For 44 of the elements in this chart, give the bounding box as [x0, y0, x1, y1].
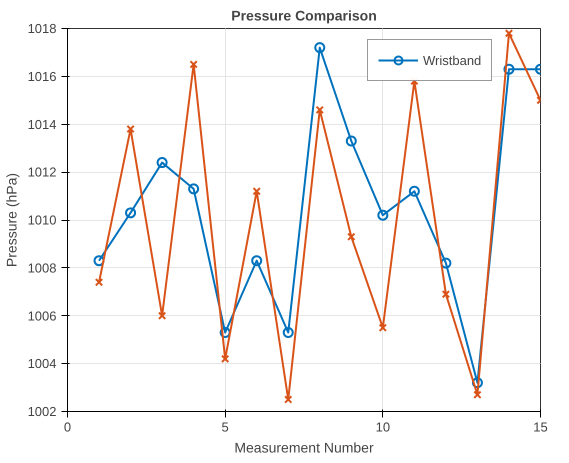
y-tick-label: 1008	[28, 260, 56, 276]
point	[440, 258, 452, 269]
point	[378, 324, 388, 332]
point	[188, 183, 200, 194]
x-tick-label: 0	[64, 420, 72, 434]
point	[94, 278, 104, 286]
point	[473, 390, 482, 399]
point	[377, 210, 388, 221]
point	[314, 42, 326, 54]
y-tick-label: 1010	[28, 212, 56, 228]
point	[220, 327, 231, 338]
point	[472, 377, 483, 388]
x-tick-label: 15	[533, 420, 548, 434]
point	[284, 395, 292, 404]
point	[189, 60, 198, 69]
y-tick-label: 1004	[28, 356, 56, 372]
x-axis-title: Measurement Number	[234, 440, 374, 456]
point	[126, 124, 135, 134]
legend-label: Wristband	[423, 52, 482, 68]
point	[251, 255, 262, 266]
point	[504, 29, 514, 38]
chart-title: Pressure Comparison	[231, 8, 377, 24]
y-tick-label: 1006	[28, 308, 56, 324]
point	[408, 186, 420, 197]
point	[503, 64, 514, 75]
point	[282, 327, 294, 338]
y-tick-label: 1014	[28, 116, 56, 132]
x-tick-label: 5	[222, 420, 229, 434]
point	[125, 207, 136, 218]
y-tick-label: 1002	[28, 404, 56, 419]
point	[156, 157, 168, 168]
point	[442, 290, 450, 298]
point	[316, 106, 324, 114]
y-tick-label: 1018	[28, 21, 56, 36]
point	[94, 255, 105, 266]
y-tick-label: 1016	[28, 68, 56, 84]
point	[158, 312, 166, 320]
point	[346, 136, 357, 146]
point	[252, 187, 261, 196]
point	[220, 354, 230, 364]
point	[347, 232, 356, 241]
x-tick-label: 10	[376, 420, 390, 434]
y-tick-label: 1012	[28, 164, 56, 180]
y-axis-title: Pressure (hPa)	[4, 172, 20, 268]
